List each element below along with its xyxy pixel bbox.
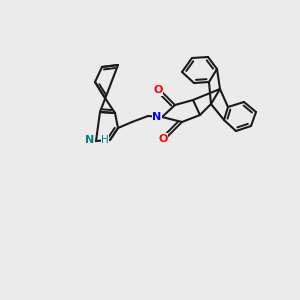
Text: O: O [158,134,168,144]
Text: H: H [101,135,109,145]
Text: O: O [153,85,163,95]
Text: N: N [85,135,94,145]
Text: N: N [152,112,162,122]
